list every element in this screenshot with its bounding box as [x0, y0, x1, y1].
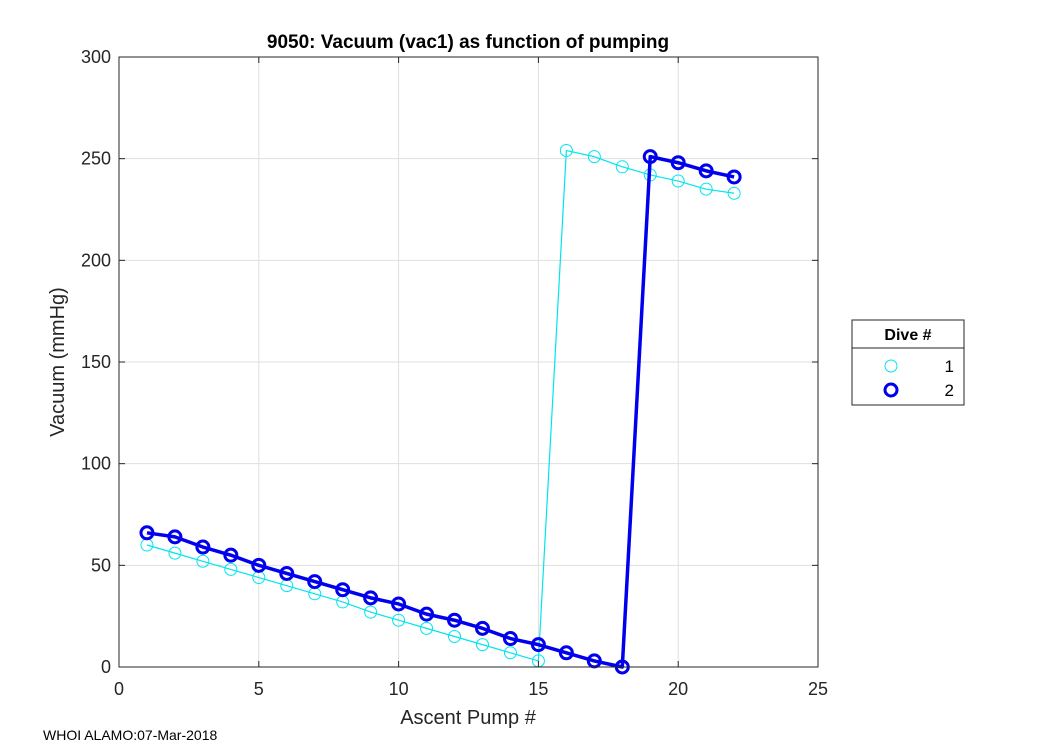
- data-point: [642, 149, 658, 165]
- data-point: [447, 612, 463, 628]
- grid-lines: [118, 56, 819, 668]
- data-point: [167, 529, 183, 545]
- data-point: [558, 645, 574, 661]
- y-axis-label: Vacuum (mmHg): [47, 287, 69, 437]
- legend-title: Dive #: [884, 327, 931, 344]
- legend-marker: [884, 359, 898, 373]
- series-line: [146, 149, 735, 662]
- series-layer: [139, 144, 742, 675]
- y-tick-label: 0: [101, 657, 111, 677]
- data-point: [530, 637, 546, 653]
- y-tick-label: 100: [81, 454, 111, 474]
- x-tick-label: 25: [808, 679, 828, 699]
- footer-stamp: WHOI ALAMO:07-Mar-2018: [43, 727, 218, 743]
- data-point: [196, 554, 210, 568]
- data-point: [168, 546, 182, 560]
- data-point: [139, 525, 155, 541]
- data-point: [726, 169, 742, 185]
- data-point: [698, 163, 714, 179]
- data-point: [503, 646, 517, 660]
- legend-marker: [883, 382, 899, 398]
- chart-title: 9050: Vacuum (vac1) as function of pumpi…: [267, 32, 669, 53]
- y-tick-label: 50: [91, 555, 111, 575]
- data-point: [587, 150, 601, 164]
- data-point: [195, 539, 211, 555]
- data-point: [335, 582, 351, 598]
- legend: Dive # 12: [851, 319, 965, 406]
- data-point: [223, 547, 239, 563]
- legend-box: [851, 319, 965, 406]
- series-line: [146, 154, 735, 669]
- x-tick-label: 15: [528, 679, 548, 699]
- data-point: [420, 621, 434, 635]
- legend-entries: 12: [883, 357, 954, 400]
- data-point: [670, 155, 686, 171]
- y-tick-label: 150: [81, 352, 111, 372]
- data-point: [671, 174, 685, 188]
- y-tick-label: 300: [81, 47, 111, 67]
- data-point: [475, 638, 489, 652]
- data-point: [419, 606, 435, 622]
- series-1: [140, 144, 741, 668]
- data-point: [699, 182, 713, 196]
- data-point: [448, 630, 462, 643]
- data-point: [474, 620, 490, 636]
- data-point: [502, 631, 518, 647]
- data-point: [364, 605, 378, 619]
- data-point: [224, 562, 238, 576]
- data-point: [391, 596, 407, 612]
- x-tick-label: 5: [254, 679, 264, 699]
- legend-label: 2: [945, 381, 954, 400]
- series-2: [139, 149, 742, 675]
- x-tick-label: 20: [668, 679, 688, 699]
- y-tick-label: 250: [81, 149, 111, 169]
- data-point: [559, 144, 573, 158]
- data-point: [279, 565, 295, 581]
- x-axis-label: Ascent Pump #: [400, 707, 537, 729]
- data-point: [251, 557, 267, 573]
- data-point: [392, 613, 406, 627]
- data-point: [615, 160, 629, 174]
- x-tick-label: 10: [389, 679, 409, 699]
- data-point: [307, 574, 323, 590]
- x-tick-label: 0: [114, 679, 124, 699]
- data-point: [727, 186, 741, 200]
- legend-label: 1: [945, 357, 954, 376]
- data-point: [363, 590, 379, 606]
- y-tick-label: 200: [81, 250, 111, 270]
